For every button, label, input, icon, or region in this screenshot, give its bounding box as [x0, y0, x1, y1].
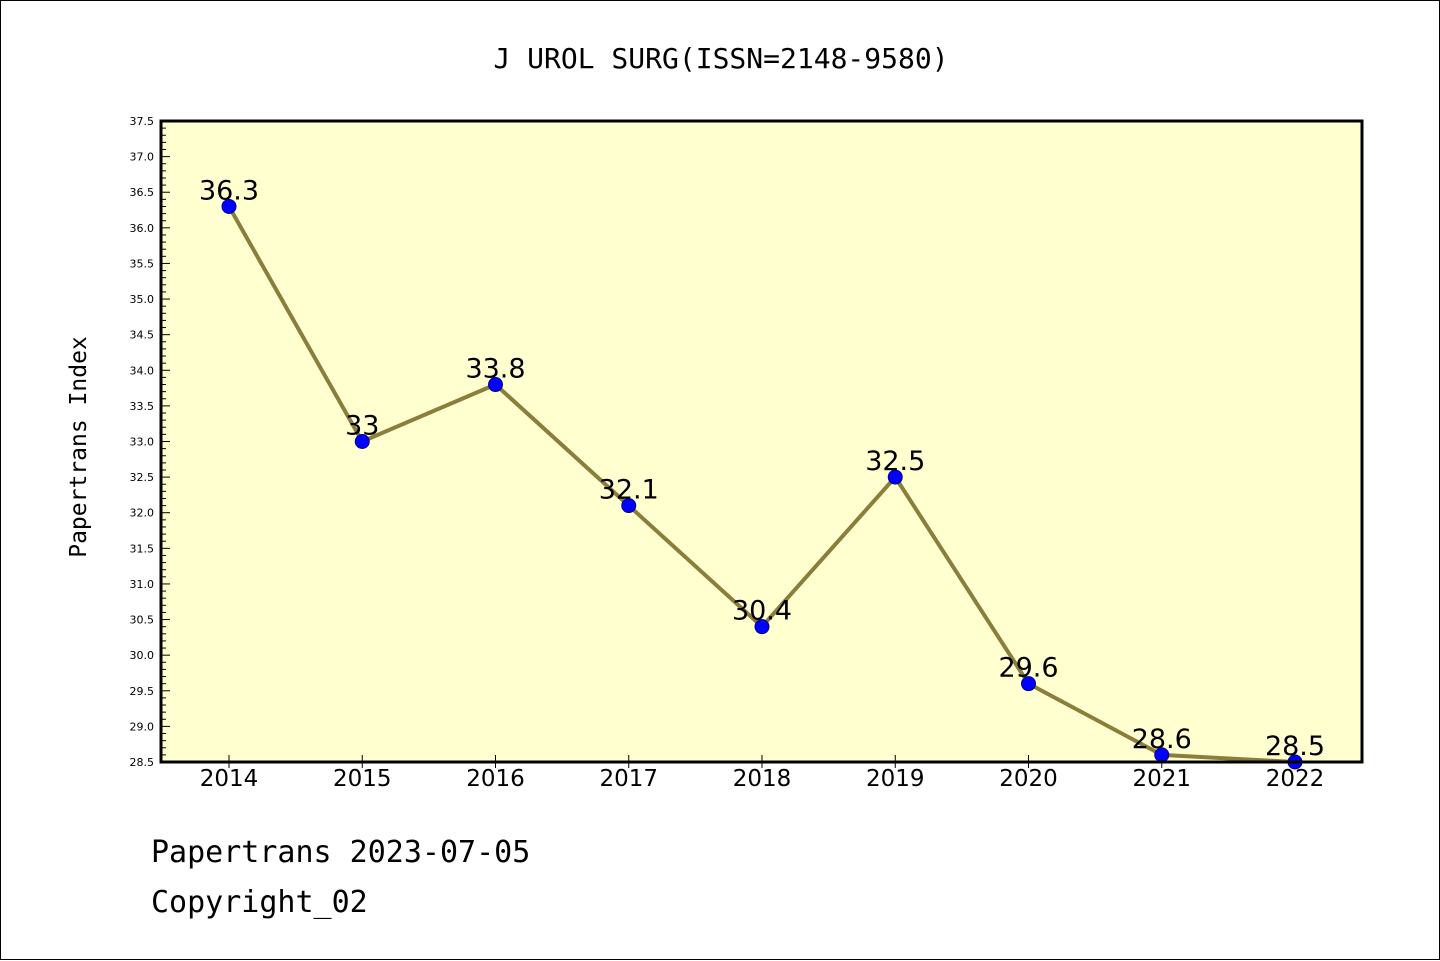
y-tick-label: 33.0	[130, 436, 155, 449]
y-tick-label: 30.5	[130, 614, 155, 627]
y-tick-label: 32.0	[130, 507, 155, 520]
x-tick-label: 2014	[200, 766, 259, 792]
data-label: 33	[345, 411, 379, 442]
y-tick-label: 37.5	[130, 115, 155, 128]
y-tick-label: 36.5	[130, 186, 155, 199]
y-tick-label: 35.5	[130, 257, 155, 270]
x-tick-label: 2020	[999, 766, 1058, 792]
y-tick-label: 33.5	[130, 400, 155, 413]
y-tick-label: 34.5	[130, 329, 155, 342]
y-tick-label: 30.0	[130, 649, 155, 662]
data-label: 33.8	[465, 354, 525, 385]
data-point	[488, 377, 503, 393]
data-point	[354, 434, 370, 449]
x-tick-label: 2017	[599, 766, 658, 792]
y-tick-label: 36.0	[130, 222, 155, 235]
data-label: 28.6	[1132, 724, 1192, 755]
y-tick-label: 31.5	[130, 542, 155, 555]
data-label: 28.5	[1265, 731, 1325, 762]
x-tick-label: 2021	[1132, 766, 1191, 792]
data-point	[621, 498, 637, 514]
y-tick-label: 32.5	[130, 471, 155, 484]
x-tick-label: 2022	[1266, 766, 1325, 792]
y-tick-label: 37.0	[130, 151, 155, 164]
plot-background	[161, 121, 1362, 762]
x-tick-label: 2018	[733, 766, 792, 792]
y-tick-label: 29.0	[130, 720, 155, 733]
y-tick-label: 28.5	[130, 756, 155, 769]
data-point	[221, 198, 237, 214]
y-axis-label: Papertrans Index	[66, 336, 92, 558]
data-label: 32.1	[599, 475, 659, 506]
y-tick-label: 31.0	[130, 578, 155, 591]
data-point	[887, 469, 903, 485]
data-point	[754, 619, 770, 635]
data-label: 30.4	[732, 596, 792, 627]
x-tick-label: 2016	[466, 766, 525, 792]
chart-title: J UROL SURG(ISSN=2148-9580)	[493, 42, 948, 75]
data-label: 29.6	[998, 653, 1058, 684]
x-tick-label: 2015	[333, 766, 392, 792]
y-tick-label: 35.0	[130, 293, 155, 306]
data-point	[1021, 676, 1036, 692]
plot-border	[159, 119, 1364, 764]
data-label: 36.3	[199, 175, 259, 206]
footer-date-text: Papertrans 2023-07-05	[151, 835, 531, 870]
data-label: 32.5	[865, 446, 925, 477]
y-tick-label: 29.5	[130, 685, 155, 698]
footer-copyright-text: Copyright_02	[151, 885, 368, 920]
y-tick-label: 34.0	[130, 364, 155, 377]
x-tick-label: 2019	[866, 766, 925, 792]
